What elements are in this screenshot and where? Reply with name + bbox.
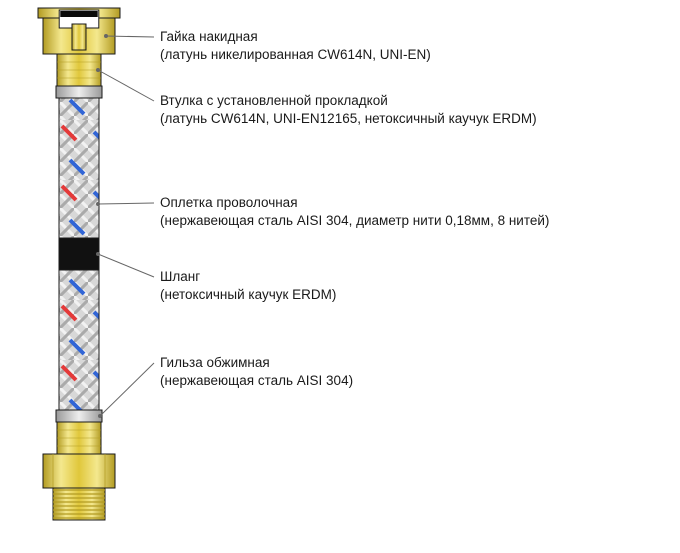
label-title: Гайка накидная	[160, 28, 431, 46]
label-sub: (нержавеющая сталь AISI 304)	[160, 372, 353, 390]
label-title: Гильза обжимная	[160, 354, 353, 372]
hose-diagram-svg	[0, 0, 680, 553]
label-sub: (латунь никелированная CW614N, UNI-EN)	[160, 46, 431, 64]
label-title: Шланг	[160, 268, 336, 286]
label-title: Оплетка проволочная	[160, 194, 549, 212]
label-braid: Оплетка проволочная(нержавеющая сталь AI…	[160, 194, 549, 230]
label-sub: (нержавеющая сталь AISI 304, диаметр нит…	[160, 212, 549, 230]
label-title: Втулка с установленной прокладкой	[160, 92, 537, 110]
label-hose: Шланг(нетоксичный каучук ERDM)	[160, 268, 336, 304]
label-cap-nut: Гайка накидная(латунь никелированная CW6…	[160, 28, 431, 64]
label-sub: (латунь CW614N, UNI-EN12165, нетоксичный…	[160, 110, 537, 128]
label-bushing: Втулка с установленной прокладкой(латунь…	[160, 92, 537, 128]
label-crimp: Гильза обжимная(нержавеющая сталь AISI 3…	[160, 354, 353, 390]
label-sub: (нетоксичный каучук ERDM)	[160, 286, 336, 304]
